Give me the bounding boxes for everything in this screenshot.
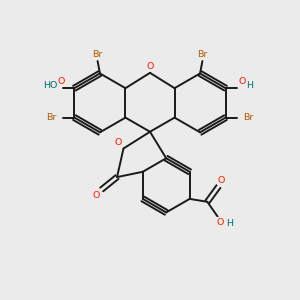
Text: H: H <box>226 218 233 227</box>
Text: O: O <box>115 137 122 146</box>
Text: O: O <box>146 62 154 71</box>
Text: O: O <box>238 77 245 86</box>
Text: O: O <box>93 191 100 200</box>
Text: H: H <box>246 81 253 90</box>
Text: Br: Br <box>243 113 254 122</box>
Text: O: O <box>217 176 225 184</box>
Text: O: O <box>58 77 65 86</box>
Text: Br: Br <box>197 50 208 59</box>
Text: HO: HO <box>43 81 58 90</box>
Text: Br: Br <box>92 50 103 59</box>
Text: Br: Br <box>46 113 57 122</box>
Text: O: O <box>216 218 224 227</box>
